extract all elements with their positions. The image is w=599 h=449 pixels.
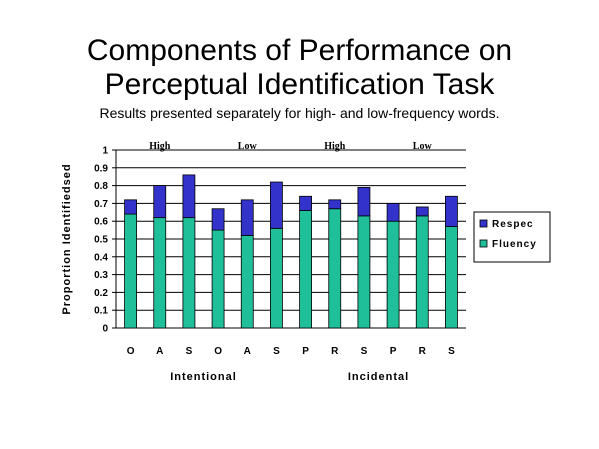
x-tick-label: A [244, 346, 251, 357]
y-tick-label: 1 [102, 146, 108, 157]
bar-respec [386, 202, 400, 222]
bar-respec [153, 185, 167, 219]
y-tick-label: 0 [102, 324, 108, 335]
x-tick-label: S [361, 346, 368, 357]
legend-label-fluency: Fluency [492, 239, 537, 250]
bar-respec [357, 186, 371, 217]
bar-respec [211, 208, 225, 231]
bar-fluency [153, 217, 167, 329]
chart-subtitle: Results presented separately for high- a… [99, 105, 500, 121]
y-tick-label: 0.4 [94, 252, 108, 263]
bar-fluency [240, 235, 254, 329]
legend-swatch-fluency [479, 239, 488, 248]
x-tick-label: O [127, 346, 135, 357]
bar-fluency [328, 208, 342, 329]
bar-fluency [211, 229, 225, 329]
bar-fluency [182, 217, 196, 329]
x-tick-label: A [156, 346, 163, 357]
frequency-label: Low [413, 141, 433, 152]
y-tick-label: 0.1 [94, 306, 108, 317]
bar-respec [328, 199, 342, 210]
bar-fluency [299, 210, 312, 329]
bar-fluency [415, 215, 429, 329]
bar-fluency [124, 213, 137, 329]
chart-title: Components of Performance on Perceptual … [0, 34, 599, 102]
bar-respec [415, 206, 429, 217]
bar-respec [182, 174, 196, 219]
bar-respec [124, 199, 137, 215]
y-tick-label: 0.5 [94, 235, 108, 246]
y-axis-label: Proportion Identifiedsed [61, 163, 73, 314]
frequency-label: Low [238, 141, 258, 152]
y-tick-label: 0.7 [94, 199, 108, 210]
bar-respec [270, 181, 283, 229]
x-tick-label: P [302, 346, 309, 357]
y-tick-label: 0.2 [94, 288, 108, 299]
bar-fluency [270, 227, 283, 329]
group-label: Incidental [348, 371, 409, 383]
bar-respec [240, 199, 254, 236]
bar-fluency [445, 226, 458, 329]
bar-respec [445, 195, 458, 227]
y-tick-label: 0.6 [94, 217, 108, 228]
x-tick-label: S [448, 346, 455, 357]
y-tick-label: 0.9 [94, 163, 108, 174]
frequency-label: High [149, 141, 171, 152]
y-tick-label: 0.3 [94, 270, 108, 281]
frequency-label: High [324, 141, 346, 152]
bar-fluency [357, 215, 371, 329]
chart-title-line-1: Components of Performance on [86, 34, 513, 67]
legend-swatch-respec [479, 219, 488, 228]
x-tick-label: R [331, 346, 339, 357]
bar-respec [299, 195, 312, 211]
x-tick-label: R [419, 346, 427, 357]
x-tick-label: O [214, 346, 222, 357]
x-tick-label: S [186, 346, 193, 357]
bar-fluency [386, 220, 400, 329]
x-tick-label: P [390, 346, 397, 357]
x-tick-label: S [273, 346, 280, 357]
chart-title-line-2: Perceptual Identification Task [104, 68, 495, 101]
group-label: Intentional [170, 371, 237, 383]
y-tick-label: 0.8 [94, 181, 108, 192]
legend-label-respec: Respec [492, 219, 534, 230]
